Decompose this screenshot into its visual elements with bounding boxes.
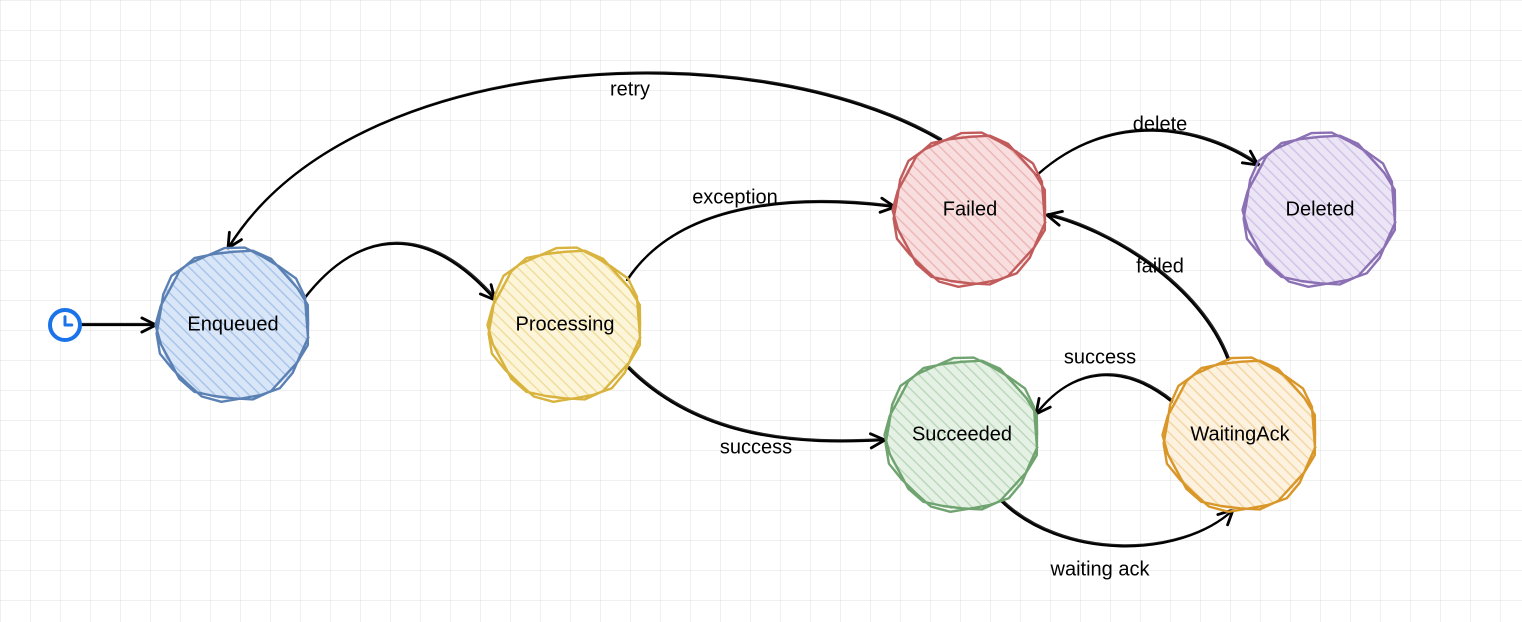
edge-failed_retry-sketch <box>229 72 941 247</box>
node-deleted: Deleted <box>1243 133 1396 287</box>
edge-processing_success <box>628 368 885 441</box>
diagram-canvas: Enqueued Processing Failed Succeeded Waiting… <box>0 0 1522 622</box>
edge-waitingack_success-label: success <box>1064 346 1136 368</box>
edge-processing_success-label: success <box>720 436 792 458</box>
edge-failed_retry-label: retry <box>610 78 650 100</box>
edge-succeeded_waitingack-sketch <box>1001 499 1234 545</box>
node-processing-label: Processing <box>516 313 615 335</box>
edge-waitingack_success <box>1036 375 1172 414</box>
edge-processing_success-sketch <box>629 367 886 440</box>
node-failed: Failed <box>893 133 1046 287</box>
edge-enqueued_to_processing-sketch <box>304 243 496 299</box>
edge-processing_exception-label: exception <box>692 186 778 208</box>
node-processing: Processing <box>488 248 641 402</box>
node-succeeded: Succeeded <box>885 358 1038 512</box>
edge-waitingack_failed-label: failed <box>1136 255 1184 277</box>
edge-succeeded_waitingack-label: waiting ack <box>1050 558 1151 580</box>
edge-waitingack_success-sketch <box>1037 374 1173 413</box>
clock-icon <box>50 310 80 340</box>
edge-failed_delete <box>1037 131 1258 175</box>
edge-processing_exception <box>627 202 895 280</box>
edge-failed_retry <box>228 73 940 248</box>
edge-waitingack_failed <box>1047 215 1228 360</box>
node-deleted-label: Deleted <box>1286 198 1355 220</box>
node-enqueued-label: Enqueued <box>187 313 278 335</box>
edge-waitingack_failed-sketch <box>1048 214 1229 359</box>
edge-processing_exception-sketch <box>628 201 896 279</box>
node-enqueued: Enqueued <box>156 248 309 402</box>
state-diagram: Enqueued Processing Failed Succeeded Waiting… <box>0 0 1522 622</box>
edge-failed_delete-label: delete <box>1133 113 1188 135</box>
node-succeeded-label: Succeeded <box>912 423 1012 445</box>
edge-enqueued_to_processing <box>303 244 495 300</box>
node-waitingack-label: WaitingAck <box>1190 423 1290 445</box>
node-failed-label: Failed <box>943 198 997 220</box>
node-waitingack: WaitingAck <box>1163 358 1316 512</box>
